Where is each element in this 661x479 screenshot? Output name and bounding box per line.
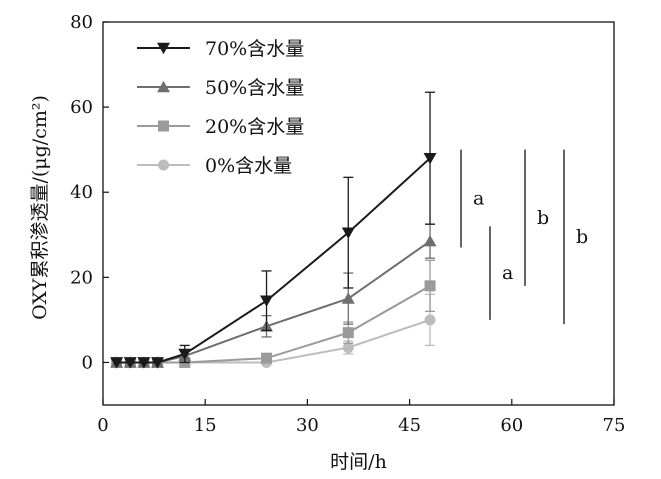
x-tick-label: 15 [194, 415, 217, 436]
data-point [342, 342, 354, 354]
data-point [260, 295, 274, 307]
legend-marker [158, 159, 169, 171]
data-point [423, 152, 437, 165]
data-point [123, 357, 137, 369]
legend-label: 50%含水量 [205, 77, 304, 99]
axis-titles: 时间/h OXY累积渗透量/(μg/cm²) [29, 95, 387, 473]
x-tick-label: 75 [603, 415, 626, 436]
x-tick-label: 60 [500, 415, 523, 436]
data-point [341, 227, 355, 239]
data-point [424, 314, 436, 326]
series-line [116, 157, 431, 364]
legend-item: 50%含水量 [137, 77, 304, 99]
y-tick-label: 60 [70, 97, 93, 118]
axes: 0 15 30 45 60 75 0 20 40 60 80 [70, 12, 625, 436]
x-axis-title: 时间/h [330, 451, 387, 473]
y-tick-label: 80 [70, 12, 93, 33]
legend-item: 70%含水量 [137, 38, 304, 60]
legend-item: 0%含水量 [137, 155, 292, 177]
legend-marker [157, 42, 170, 55]
data-point [261, 352, 273, 364]
data-point [342, 327, 354, 339]
significance-label: a [473, 188, 484, 210]
x-tick-label: 45 [398, 415, 421, 436]
significance-label: b [537, 207, 549, 229]
significance-annotations: a a b b [460, 149, 588, 325]
y-axis-title: OXY累积渗透量/(μg/cm²) [29, 95, 51, 320]
plot-frame [102, 21, 615, 406]
y-tick-label: 20 [70, 267, 93, 288]
legend-label: 20%含水量 [205, 116, 304, 138]
series-group [110, 91, 437, 369]
x-tick-label: 0 [97, 415, 108, 436]
data-point [151, 357, 165, 369]
data-point [110, 357, 124, 369]
data-point [137, 357, 151, 369]
data-point [341, 292, 355, 304]
legend-label: 70%含水量 [205, 38, 304, 60]
significance-label: b [576, 226, 588, 248]
legend-marker [157, 80, 170, 93]
legend-marker [158, 120, 169, 132]
data-point [178, 348, 192, 361]
y-tick-label: 40 [70, 182, 93, 203]
y-tick-label: 0 [82, 352, 93, 373]
data-point [424, 280, 436, 292]
data-point [423, 234, 437, 247]
series-line [116, 240, 431, 364]
legend-item: 20%含水量 [137, 116, 304, 138]
x-tick-label: 30 [296, 415, 319, 436]
legend-label: 0%含水量 [205, 155, 292, 177]
series [110, 91, 437, 369]
legend: 70%含水量 50%含水量 20%含水量 0%含水量 [137, 38, 304, 177]
series [111, 259, 436, 368]
significance-label: a [502, 262, 513, 284]
